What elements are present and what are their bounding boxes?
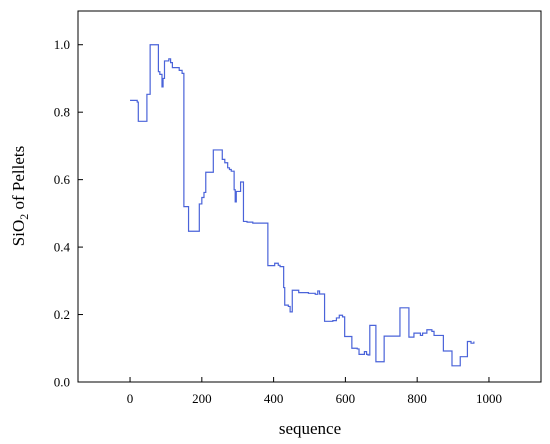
y-tick-label: 0.8 bbox=[54, 105, 70, 120]
x-tick-label: 400 bbox=[264, 391, 284, 406]
x-axis-label: sequence bbox=[279, 419, 341, 438]
y-tick-label: 0.2 bbox=[54, 307, 70, 322]
y-axis-label: SiO2 of Pellets bbox=[9, 146, 31, 246]
x-tick-label: 0 bbox=[127, 391, 134, 406]
x-tick-label: 1000 bbox=[476, 391, 502, 406]
y-axis-label-main: SiO bbox=[9, 220, 28, 246]
series-line bbox=[130, 44, 475, 367]
y-axis-label-sub: 2 bbox=[17, 214, 31, 220]
y-tick-label: 0.0 bbox=[54, 375, 70, 390]
x-tick-label: 200 bbox=[192, 391, 212, 406]
y-tick-label: 1.0 bbox=[54, 37, 70, 52]
x-tick-label: 600 bbox=[336, 391, 356, 406]
y-axis-label-rest: of Pellets bbox=[9, 146, 28, 214]
x-tick-label: 800 bbox=[407, 391, 427, 406]
y-tick-label: 0.4 bbox=[54, 240, 71, 255]
y-tick-label: 0.6 bbox=[54, 172, 71, 187]
plot-frame bbox=[77, 10, 542, 383]
